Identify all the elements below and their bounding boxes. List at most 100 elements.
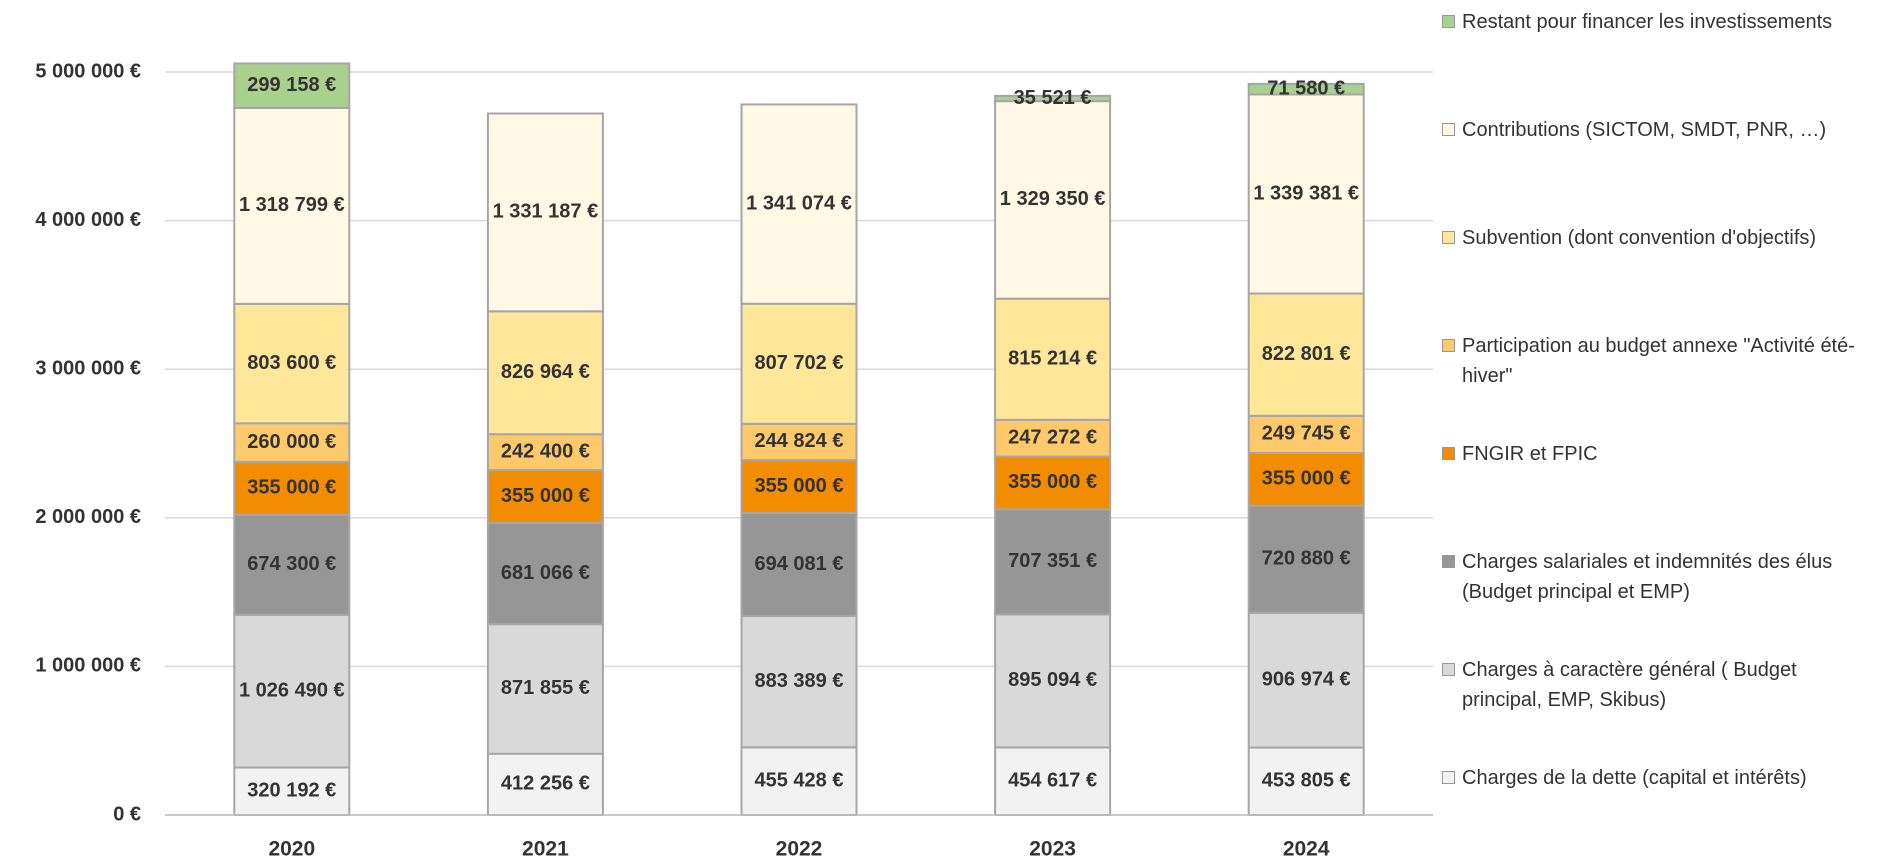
- data-label: 260 000 €: [247, 431, 336, 453]
- legend-item: Charges de la dette (capital et intérêts…: [1440, 763, 1870, 793]
- bar-segment: [740, 746, 858, 817]
- legend-label: FNGIR et FPIC: [1462, 443, 1598, 465]
- legend-swatch: [1442, 15, 1455, 28]
- bar-segment: [233, 422, 351, 463]
- data-label: 720 880 €: [1262, 548, 1351, 570]
- data-label: 244 824 €: [755, 430, 844, 452]
- data-label: 454 617 €: [1008, 770, 1097, 792]
- data-label: 674 300 €: [247, 553, 336, 575]
- data-label: 694 081 €: [755, 553, 844, 575]
- data-label: 895 094 €: [1008, 669, 1097, 691]
- data-label: 1 331 187 €: [493, 201, 599, 223]
- data-label: 681 066 €: [501, 562, 590, 584]
- bar-segment: [994, 508, 1112, 616]
- x-tick-label: 2022: [776, 838, 823, 861]
- bar-segment: [1247, 82, 1365, 96]
- data-label: 1 318 799 €: [239, 194, 345, 216]
- bar-segment: [233, 513, 351, 616]
- y-tick-label: 2 000 000 €: [35, 506, 141, 528]
- bar-segment: [1247, 611, 1365, 749]
- data-label: 355 000 €: [1262, 468, 1351, 490]
- bar-segment: [740, 103, 858, 305]
- legend-swatch: [1442, 771, 1455, 784]
- data-label: 355 000 €: [1008, 471, 1097, 493]
- data-label: 883 389 €: [755, 670, 844, 692]
- bar-segment: [994, 455, 1112, 511]
- bar-segment: [1247, 504, 1365, 614]
- legend-swatch: [1442, 339, 1455, 352]
- data-label: 71 580 €: [1267, 77, 1345, 99]
- legend-swatch: [1442, 555, 1455, 568]
- bar-segment: [994, 100, 1112, 300]
- data-label: 1 329 350 €: [1000, 188, 1106, 210]
- data-label: 815 214 €: [1008, 348, 1097, 370]
- bar-segment: [233, 106, 351, 305]
- data-label: 412 256 €: [501, 773, 590, 795]
- bar-segment: [740, 459, 858, 514]
- legend-item: Participation au budget annexe "Activité…: [1440, 331, 1870, 391]
- bar-segment: [233, 62, 351, 109]
- bar-segment: [740, 615, 858, 749]
- bar-segment: [994, 746, 1112, 816]
- data-label: 355 000 €: [501, 485, 590, 507]
- data-label: 826 964 €: [501, 361, 590, 383]
- data-label: 871 855 €: [501, 677, 590, 699]
- legend-label: Charges à caractère général ( Budget pri…: [1462, 659, 1797, 711]
- legend-label: Charges de la dette (capital et intérêts…: [1462, 767, 1807, 789]
- data-label: 455 428 €: [755, 769, 844, 791]
- bar-segment: [486, 112, 604, 313]
- legend-label: Participation au budget annexe "Activité…: [1462, 335, 1855, 387]
- data-label: 247 272 €: [1008, 426, 1097, 448]
- legend-swatch: [1442, 447, 1455, 460]
- data-label: 1 026 490 €: [239, 679, 345, 701]
- bar-segment: [994, 94, 1112, 103]
- bar-segment: [486, 310, 604, 436]
- bar-segment: [994, 297, 1112, 421]
- legend-label: Charges salariales et indemnités des élu…: [1462, 551, 1833, 603]
- legend-label: Contributions (SICTOM, SMDT, PNR, …): [1462, 119, 1827, 141]
- legend-item: Charges à caractère général ( Budget pri…: [1440, 655, 1870, 715]
- bar-segment: [1247, 451, 1365, 507]
- legend-label: Subvention (dont convention d'objectifs): [1462, 227, 1817, 249]
- bar-segment: [233, 302, 351, 425]
- y-tick-label: 5 000 000 €: [35, 60, 141, 82]
- data-label: 822 801 €: [1262, 343, 1351, 365]
- legend-item: Restant pour financer les investissement…: [1440, 7, 1870, 37]
- data-label: 453 805 €: [1262, 770, 1351, 792]
- data-label: 906 974 €: [1262, 668, 1351, 690]
- y-tick-label: 1 000 000 €: [35, 655, 141, 677]
- data-label: 803 600 €: [247, 352, 336, 374]
- data-label: 1 339 381 €: [1253, 182, 1359, 204]
- data-label: 355 000 €: [755, 475, 844, 497]
- x-tick-label: 2023: [1029, 838, 1076, 861]
- data-label: 35 521 €: [1014, 87, 1092, 109]
- data-label: 1 341 074 €: [746, 192, 852, 214]
- y-tick-label: 4 000 000 €: [35, 209, 141, 231]
- data-label: 249 745 €: [1262, 423, 1351, 445]
- bar-segment: [233, 613, 351, 769]
- legend-item: FNGIR et FPIC: [1440, 439, 1870, 469]
- bar-segment: [486, 623, 604, 755]
- x-tick-label: 2020: [268, 838, 315, 861]
- bar-segment: [486, 521, 604, 626]
- data-label: 355 000 €: [247, 477, 336, 499]
- bar-segment: [1247, 292, 1365, 417]
- bar-segment: [740, 302, 858, 425]
- legend-label: Restant pour financer les investissement…: [1462, 11, 1833, 33]
- legend-item: Contributions (SICTOM, SMDT, PNR, …): [1440, 115, 1870, 145]
- legend-item: Subvention (dont convention d'objectifs): [1440, 223, 1870, 253]
- legend-swatch: [1442, 123, 1455, 136]
- x-tick-label: 2024: [1283, 838, 1330, 861]
- data-label: 707 351 €: [1008, 550, 1097, 572]
- legend-item: Charges salariales et indemnités des élu…: [1440, 547, 1870, 607]
- y-tick-label: 3 000 000 €: [35, 357, 141, 379]
- data-label: 807 702 €: [755, 352, 844, 374]
- bar-segment: [486, 433, 604, 472]
- legend-swatch: [1442, 231, 1455, 244]
- data-label: 299 158 €: [247, 74, 336, 96]
- y-tick-label: 0 €: [113, 803, 141, 825]
- data-label: 320 192 €: [247, 779, 336, 801]
- x-tick-label: 2021: [522, 838, 569, 861]
- chart: 0 € 1 000 000 € 2 000 000 € 3 000 000 € 4 00…: [35, 60, 1433, 861]
